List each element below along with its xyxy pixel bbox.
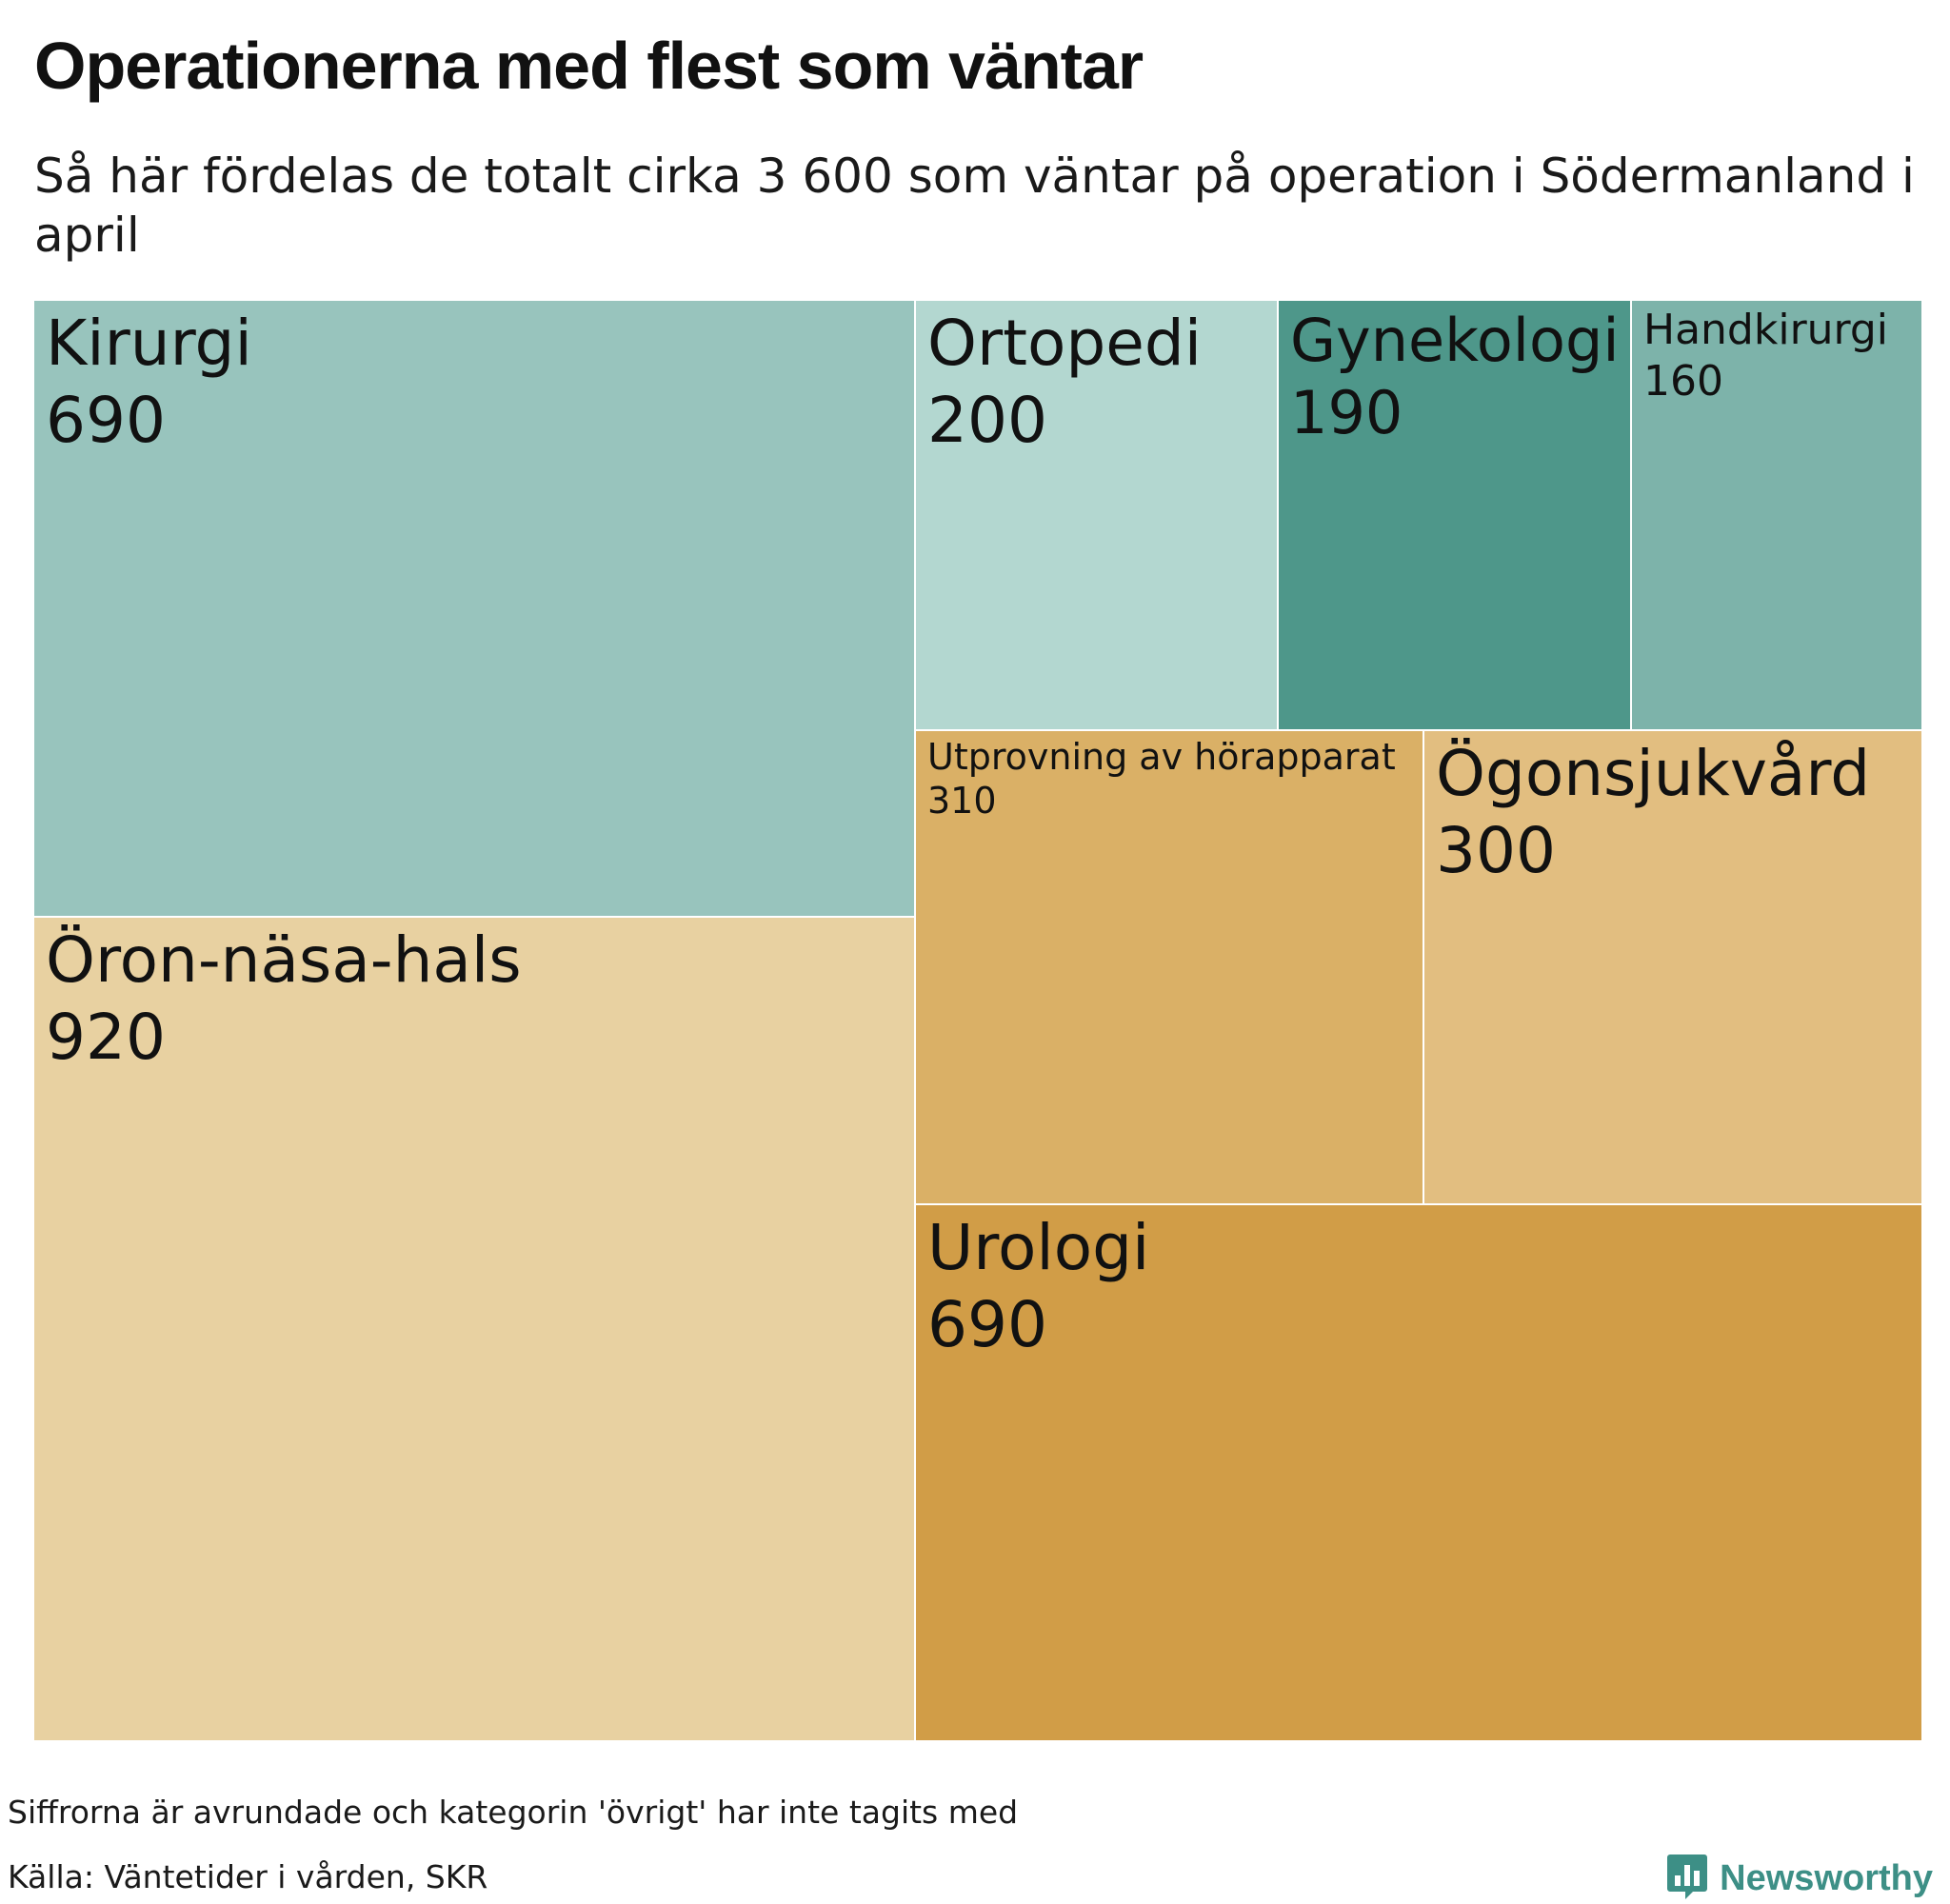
treemap-tile: Kirurgi 690 (34, 301, 916, 918)
tile-value: 160 (1643, 357, 1723, 406)
treemap-tile: Ögonsjukvård 300 (1424, 731, 1921, 1205)
treemap-tile: Handkirurgi 160 (1632, 301, 1921, 731)
treemap-tile: Urologi 690 (916, 1205, 1921, 1740)
treemap-tile: Gynekologi 190 (1279, 301, 1632, 731)
chart-subtitle: Så här fördelas de totalt cirka 3 600 so… (34, 149, 1915, 263)
tile-value: 200 (927, 384, 1047, 457)
tile-category-name: Utprovning av hörapparat (927, 736, 1396, 778)
footnote: Siffrorna är avrundade och kategorin 'öv… (8, 1794, 1019, 1831)
newsworthy-logo: Newsworthy (1666, 1853, 1933, 1904)
tile-label: Gynekologi 190 (1290, 305, 1620, 449)
brand-name: Newsworthy (1720, 1857, 1933, 1898)
tile-category-name: Ortopedi (927, 307, 1203, 380)
tile-label: Handkirurgi 160 (1643, 305, 1888, 407)
treemap-chart: Kirurgi 690 Öron-näsa-hals 920 Ortopedi 200 Gy… (34, 301, 1921, 1740)
tile-value: 300 (1436, 814, 1556, 887)
tile-category-name: Öron-näsa-hals (46, 923, 522, 997)
tile-category-name: Handkirurgi (1643, 306, 1889, 354)
tile-label: Ortopedi 200 (927, 305, 1202, 459)
tile-label: Kirurgi 690 (46, 305, 252, 459)
tile-category-name: Urologi (927, 1211, 1150, 1284)
tile-value: 690 (46, 384, 166, 457)
tile-value: 690 (927, 1288, 1047, 1361)
tile-value: 920 (46, 1001, 166, 1074)
tile-value: 190 (1290, 378, 1403, 447)
tile-label: Öron-näsa-hals 920 (46, 922, 522, 1076)
newsworthy-chart-bubble-icon (1666, 1853, 1708, 1904)
tile-label: Urologi 690 (927, 1209, 1149, 1363)
treemap-tile: Utprovning av hörapparat 310 (916, 731, 1424, 1205)
treemap-tile: Ortopedi 200 (916, 301, 1279, 731)
tile-value: 310 (927, 780, 997, 822)
tile-label: Ögonsjukvård 300 (1436, 735, 1870, 889)
treemap-tile: Öron-näsa-hals 920 (34, 918, 916, 1740)
source-note: Källa: Väntetider i vården, SKR (8, 1858, 488, 1895)
tile-category-name: Gynekologi (1290, 306, 1620, 375)
chart-title: Operationerna med flest som väntar (34, 29, 1144, 103)
tile-category-name: Kirurgi (46, 307, 252, 380)
tile-label: Utprovning av hörapparat 310 (927, 735, 1396, 823)
tile-category-name: Ögonsjukvård (1436, 737, 1871, 810)
